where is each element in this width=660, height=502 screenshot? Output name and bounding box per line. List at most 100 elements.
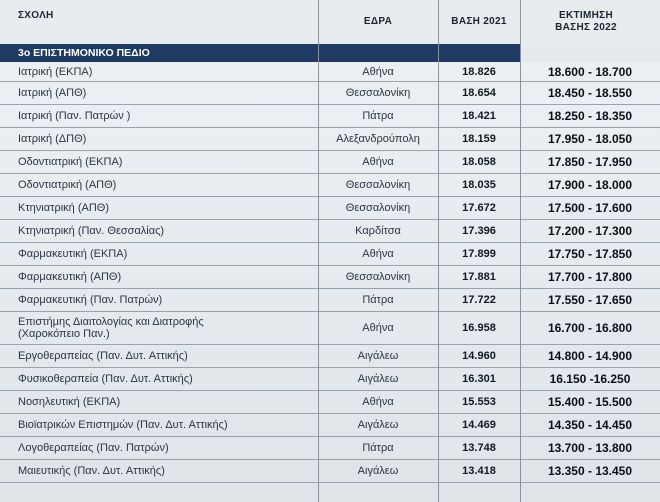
school-cell: Κτηνιατρική (Παν. Θεσσαλίας) (18, 225, 165, 237)
column-divider (520, 0, 521, 502)
table-row: Κτηνιατρική (ΑΠΘ) Θεσσαλονίκη 17.672 17.500… (0, 197, 660, 220)
seat-cell: Θεσσαλονίκη (345, 179, 411, 191)
school-cell: Επιστήμης Διαιτολογίας και Διατροφής (Χα… (18, 316, 204, 340)
column-divider (318, 0, 319, 502)
header-school: ΣΧΟΛΗ (18, 10, 54, 21)
header-estimate-line1: ΕΚΤΙΜΗΣΗ (559, 10, 613, 21)
table-row: Φαρμακευτική (ΕΚΠΑ) Αθήνα 17.899 17.750 - 1… (0, 243, 660, 266)
seat-cell: Αιγάλεω (357, 419, 399, 431)
table-row: Φυσικοθεραπεία (Παν. Δυτ. Αττικής) Αιγάλε… (0, 368, 660, 391)
seat-cell: Αιγάλεω (357, 350, 399, 362)
estimate-2022-cell: 17.950 - 18.050 (547, 132, 633, 146)
school-cell: Οδοντιατρική (ΑΠΘ) (18, 179, 117, 191)
estimate-2022-cell: 17.850 - 17.950 (547, 155, 633, 169)
seat-cell: Θεσσαλονίκη (345, 202, 411, 214)
base-2021-cell: 17.899 (462, 248, 496, 260)
section-title-right-blank (520, 44, 660, 62)
table-row: Επιστήμης Διαιτολογίας και Διατροφής (Χα… (0, 312, 660, 345)
estimate-2022-cell: 17.750 - 17.850 (547, 247, 633, 261)
table-row: Φαρμακευτική (ΑΠΘ) Θεσσαλονίκη 17.881 17.70… (0, 266, 660, 289)
table-row: Ιατρική (ΑΠΘ) Θεσσαλονίκη 18.654 18.450 - 1… (0, 82, 660, 105)
base-2021-cell: 18.035 (462, 179, 496, 191)
estimate-2022-cell: 16.700 - 16.800 (547, 321, 633, 335)
seat-cell: Αθήνα (362, 248, 394, 260)
estimate-2022-cell: 14.800 - 14.900 (547, 349, 633, 363)
table-row: Οδοντιατρική (ΕΚΠΑ) Αθήνα 18.058 17.850 - 1… (0, 151, 660, 174)
base-2021-cell: 18.826 (462, 65, 496, 78)
estimate-2022-cell: 18.600 - 18.700 (547, 64, 633, 79)
estimate-2022-cell: 17.700 - 17.800 (547, 270, 633, 284)
table-row: Εργοθεραπείας (Παν. Δυτ. Αττικής) Αιγάλεω… (0, 345, 660, 368)
school-cell: Βιοϊατρικών Επιστημών (Παν. Δυτ. Αττικής… (18, 419, 228, 431)
base-2021-cell: 14.469 (462, 419, 496, 431)
seat-cell: Πάτρα (362, 442, 394, 454)
base-2021-cell: 13.748 (462, 442, 496, 454)
base-2021-cell: 17.672 (462, 202, 496, 214)
table-row: Λογοθεραπείας (Παν. Πατρών) Πάτρα 13.748 13… (0, 437, 660, 460)
estimate-2022-cell: 17.550 - 17.650 (547, 293, 633, 307)
estimate-2022-cell: 13.350 - 13.450 (547, 464, 633, 478)
base-2021-cell: 15.553 (462, 396, 496, 408)
seat-cell: Θεσσαλονίκη (345, 271, 411, 283)
table-row: Ιατρική (Παν. Πατρών ) Πάτρα 18.421 18.250 … (0, 105, 660, 128)
school-cell: Ιατρική (ΕΚΠΑ) (18, 65, 93, 78)
table-row: Νοσηλευτική (ΕΚΠΑ) Αθήνα 15.553 15.400 - 15… (0, 391, 660, 414)
header-estimate-line2: ΒΑΣΗΣ 2022 (555, 22, 617, 33)
seat-cell: Πάτρα (362, 110, 394, 122)
header-seat: ΕΔΡΑ (363, 16, 393, 27)
seat-cell: Πάτρα (362, 294, 394, 306)
base-2021-cell: 18.654 (462, 87, 496, 99)
school-cell: Φαρμακευτική (ΑΠΘ) (18, 271, 122, 283)
table-row: Ιατρική (ΕΚΠΑ) Αθήνα 18.826 18.600 - 18.700 (0, 62, 660, 82)
estimate-2022-cell: 13.700 - 13.800 (547, 441, 633, 455)
table-header: ΣΧΟΛΗ ΕΔΡΑ ΒΑΣΗ 2021 ΕΚΤΙΜΗΣΗ ΒΑΣΗΣ 2022 (0, 0, 660, 44)
seat-cell: Αθήνα (362, 156, 394, 168)
base-2021-cell: 17.881 (462, 271, 496, 283)
estimate-2022-cell: 14.350 - 14.450 (547, 418, 633, 432)
estimate-2022-cell: 18.250 - 18.350 (547, 109, 633, 123)
school-cell: Κτηνιατρική (ΑΠΘ) (18, 202, 109, 214)
seat-cell: Αλεξανδρούπολη (336, 133, 420, 145)
base-2021-cell: 13.418 (462, 465, 496, 477)
estimate-2022-cell: 17.900 - 18.000 (547, 178, 633, 192)
estimate-2022-cell: 17.200 - 17.300 (547, 224, 633, 238)
school-cell: Φαρμακευτική (ΕΚΠΑ) (18, 248, 128, 260)
table-row: Κτηνιατρική (Παν. Θεσσαλίας) Καρδίτσα 17.3… (0, 220, 660, 243)
school-cell: Οδοντιατρική (ΕΚΠΑ) (18, 156, 123, 168)
school-cell: Ιατρική (ΑΠΘ) (18, 87, 87, 99)
table-row: Οδοντιατρική (ΑΠΘ) Θεσσαλονίκη 18.035 17.90… (0, 174, 660, 197)
school-cell: Φαρμακευτική (Παν. Πατρών) (18, 294, 163, 306)
base-2021-cell: 17.396 (462, 225, 496, 237)
base-2021-cell: 17.722 (462, 294, 496, 306)
table-row: Φαρμακευτική (Παν. Πατρών) Πάτρα 17.722 17.… (0, 289, 660, 312)
table-row: Ιατρική (ΔΠΘ) Αλεξανδρούπολη 18.159 17.950 … (0, 128, 660, 151)
school-cell: Φυσικοθεραπεία (Παν. Δυτ. Αττικής) (18, 373, 193, 385)
table-row: Μαιευτικής (Παν. Δυτ. Αττικής) Αιγάλεω 13.… (0, 460, 660, 483)
estimate-2022-cell: 17.500 - 17.600 (547, 201, 633, 215)
base-2021-cell: 18.421 (462, 110, 496, 122)
school-cell: Εργοθεραπείας (Παν. Δυτ. Αττικής) (18, 350, 188, 362)
seat-cell: Αθήνα (362, 322, 394, 334)
base-2021-cell: 14.960 (462, 350, 496, 362)
estimate-2022-cell: 18.450 - 18.550 (547, 86, 633, 100)
seat-cell: Καρδίτσα (355, 225, 401, 237)
header-base-2021: ΒΑΣΗ 2021 (451, 16, 507, 27)
seat-cell: Αιγάλεω (357, 465, 399, 477)
school-cell: Μαιευτικής (Παν. Δυτ. Αττικής) (18, 465, 165, 477)
header-estimate-2022: ΕΚΤΙΜΗΣΗ ΒΑΣΗΣ 2022 (520, 0, 652, 44)
table-row: Βιοϊατρικών Επιστημών (Παν. Δυτ. Αττικής… (0, 414, 660, 437)
seat-cell: Αθήνα (362, 65, 394, 78)
estimate-2022-cell: 15.400 - 15.500 (547, 395, 633, 409)
base-2021-cell: 18.159 (462, 133, 496, 145)
base-2021-cell: 16.958 (462, 322, 496, 334)
section-title: 3ο ΕΠΙΣΤΗΜΟΝΙΚΟ ΠΕΔΙΟ (0, 44, 520, 62)
seat-cell: Αθήνα (362, 396, 394, 408)
column-divider (438, 0, 439, 502)
school-cell: Ιατρική (ΔΠΘ) (18, 133, 87, 145)
school-cell: Ιατρική (Παν. Πατρών ) (18, 110, 131, 122)
school-cell: Λογοθεραπείας (Παν. Πατρών) (18, 442, 169, 454)
estimate-2022-cell: 16.150 -16.250 (549, 372, 631, 386)
seat-cell: Αιγάλεω (357, 373, 399, 385)
base-2021-cell: 18.058 (462, 156, 496, 168)
